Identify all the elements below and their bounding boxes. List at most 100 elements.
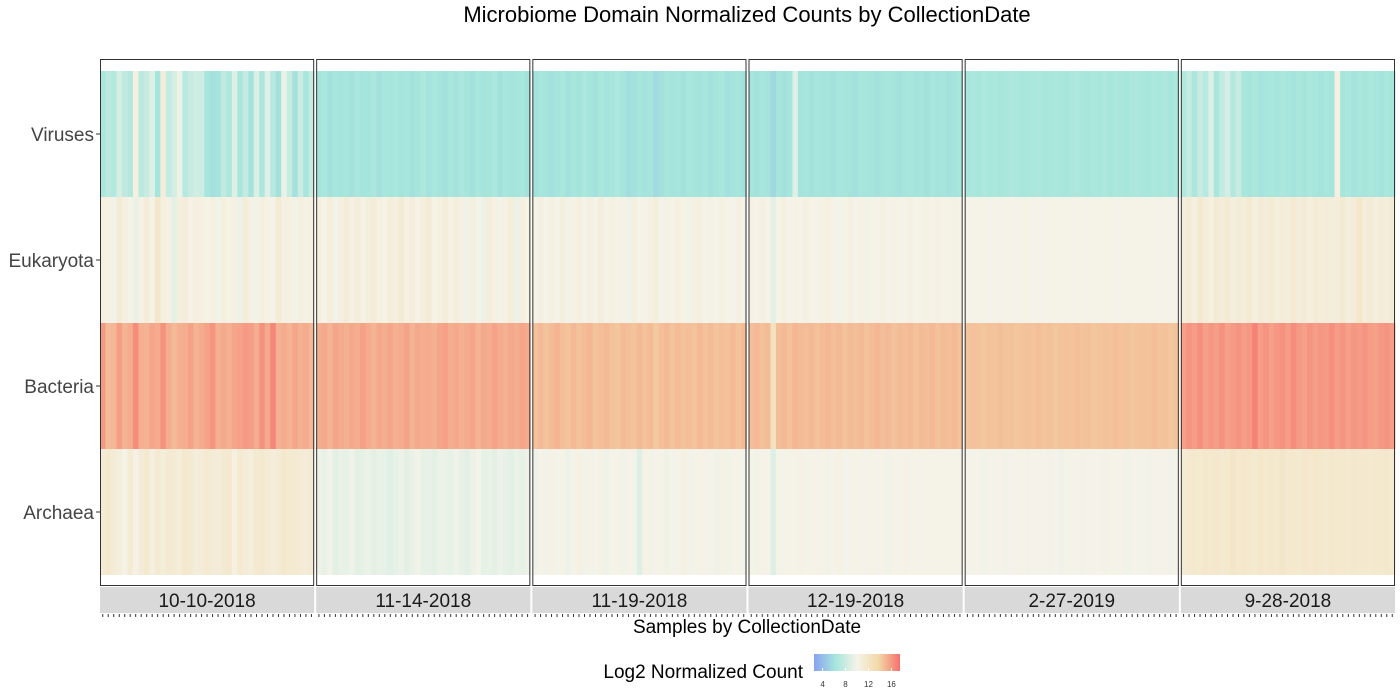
heatmap-cell [841, 71, 848, 197]
heatmap-cell [1180, 197, 1187, 323]
heatmap-cell [365, 449, 372, 575]
heatmap-cell [1202, 197, 1209, 323]
heatmap-cell [1345, 323, 1352, 449]
heatmap-cell [957, 449, 964, 575]
heatmap-cell [764, 449, 771, 575]
heatmap-cell [253, 197, 260, 323]
heatmap-cell [570, 71, 577, 197]
heatmap-cell [1019, 449, 1026, 575]
heatmap-cell [259, 323, 266, 449]
heatmap-cell [935, 323, 942, 449]
heatmap-cell [426, 71, 432, 197]
heatmap-cell [513, 197, 520, 323]
y-label-archaea: Archaea [23, 503, 94, 524]
heatmap-cell [548, 197, 555, 323]
heatmap-cell [1367, 323, 1374, 449]
heatmap-cell [603, 323, 610, 449]
heatmap-cell [1180, 449, 1187, 575]
heatmap-cell [165, 449, 172, 575]
heatmap-cell [559, 449, 566, 575]
heatmap-cell [486, 197, 493, 323]
heatmap-cell [713, 323, 720, 449]
heatmap-cell [891, 71, 898, 197]
heatmap-cell [204, 323, 211, 449]
heatmap-cell [658, 449, 665, 575]
heatmap-cell [176, 71, 183, 197]
heatmap-cell [1069, 323, 1075, 449]
legend-tick-label: 8 [843, 680, 848, 689]
heatmap-cell [565, 197, 572, 323]
heatmap-cell [1107, 71, 1114, 197]
heatmap-cell [237, 449, 244, 575]
heatmap-cell [741, 197, 747, 323]
heatmap-cell [918, 71, 925, 197]
heatmap-cell [1014, 449, 1020, 575]
heatmap-cell [697, 323, 703, 449]
facet-panel-12-19-2018 [748, 59, 964, 586]
heatmap-cell [537, 71, 544, 197]
heatmap-cell [1197, 449, 1204, 575]
heatmap-cell [524, 71, 531, 197]
heatmap-cell [1123, 449, 1130, 575]
heatmap-cell [863, 449, 870, 575]
heatmap-cell [415, 449, 421, 575]
heatmap-cell [198, 323, 205, 449]
heatmap-cell [1134, 71, 1141, 197]
heatmap-cell [480, 323, 487, 449]
heatmap-cell [121, 197, 128, 323]
heatmap-cell [1134, 197, 1141, 323]
legend-title: Log2 Normalized Count [603, 662, 803, 683]
heatmap-cell [404, 71, 410, 197]
heatmap-cell [442, 323, 449, 449]
heatmap-cell [453, 71, 460, 197]
heatmap-cell [1384, 197, 1390, 323]
heatmap-cell [554, 323, 561, 449]
heatmap-cell [1208, 71, 1215, 197]
heatmap-cell [502, 323, 509, 449]
heatmap-cell [880, 323, 887, 449]
heatmap-cell [781, 449, 788, 575]
heatmap-cell [924, 197, 931, 323]
facet-strip-background [1180, 587, 1395, 613]
heatmap-cell [764, 197, 771, 323]
heatmap-cell [398, 197, 405, 323]
heatmap-cell [598, 197, 605, 323]
heatmap-cell [1063, 197, 1070, 323]
heatmap-cell [165, 197, 172, 323]
heatmap-cell [702, 71, 709, 197]
heatmap-cell [970, 71, 977, 197]
heatmap-cell [592, 197, 599, 323]
heatmap-cell [1356, 197, 1363, 323]
heatmap-cell [303, 323, 310, 449]
heatmap-cell [187, 197, 194, 323]
heatmap-cell [149, 323, 156, 449]
heatmap-cell [841, 323, 848, 449]
heatmap-cell [713, 71, 720, 197]
heatmap-cell [160, 323, 167, 449]
heatmap-cell [1345, 71, 1352, 197]
heatmap-cell [946, 197, 953, 323]
heatmap-cell [1296, 323, 1303, 449]
heatmap-cell [581, 323, 588, 449]
heatmap-cell [453, 449, 460, 575]
heatmap-cell [1373, 71, 1379, 197]
heatmap-cell [576, 323, 583, 449]
heatmap-cell [691, 323, 698, 449]
heatmap-cell [1123, 323, 1130, 449]
heatmap-cell [1107, 449, 1114, 575]
heatmap-cell [1378, 197, 1385, 323]
heatmap-cell [338, 449, 345, 575]
heatmap-cell [393, 197, 399, 323]
heatmap-cell [204, 449, 211, 575]
heatmap-cell [1180, 323, 1187, 449]
heatmap-cell [1290, 197, 1297, 323]
heatmap-cell [1268, 71, 1275, 197]
heatmap-cell [259, 449, 266, 575]
heatmap-cell [730, 449, 736, 575]
heatmap-cell [1219, 197, 1226, 323]
heatmap-cell [797, 449, 804, 575]
panel-border [964, 59, 1179, 586]
heatmap-cell [532, 197, 539, 323]
heatmap-cell [1162, 323, 1169, 449]
heatmap-cell [105, 197, 112, 323]
